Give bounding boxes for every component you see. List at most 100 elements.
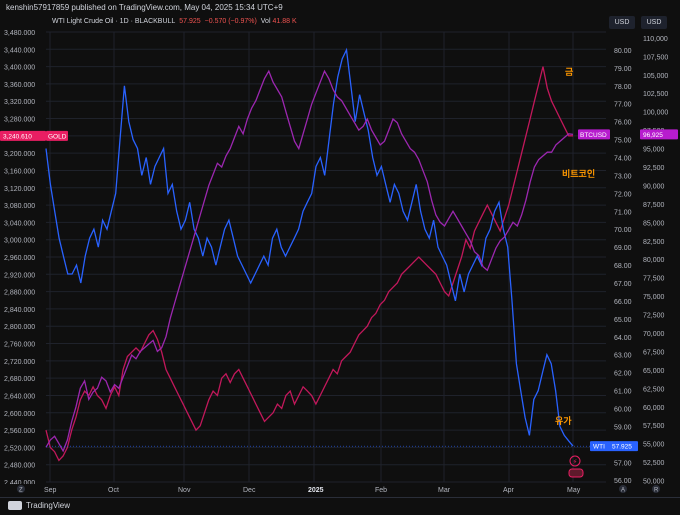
- btc-tick-label: 90,000: [643, 183, 665, 190]
- wti-symbol-label: WTI: [593, 444, 605, 451]
- gold-symbol-label: GOLD: [48, 133, 67, 140]
- btc-tick-label: 107,500: [643, 54, 668, 61]
- gold-tick-label: 3,400.000: [4, 65, 35, 72]
- publish-bar: kenshin57917859 published on TradingView…: [0, 0, 680, 14]
- wti-tick-label: 65.00: [614, 317, 632, 324]
- wti-tick-label: 71.00: [614, 209, 632, 216]
- wti-tick-label: 69.00: [614, 245, 632, 252]
- symbol-price: 57.925: [179, 18, 201, 25]
- gold-tick-label: 2,640.000: [4, 393, 35, 400]
- brand-label: TradingView: [26, 501, 71, 510]
- volume-value: 41.88 K: [272, 18, 297, 25]
- btc-currency-label[interactable]: USD: [641, 16, 667, 29]
- tradingview-logo[interactable]: TradingView: [8, 501, 71, 511]
- chart-grid: [46, 31, 606, 483]
- gold-tick-label: 2,560.000: [4, 428, 35, 435]
- btc-price-badge[interactable]: [640, 129, 678, 140]
- axis-button[interactable]: [619, 485, 627, 493]
- btc-tick-label: 67,500: [643, 349, 665, 356]
- gold-tick-label: 3,280.000: [4, 117, 35, 124]
- time-axis-bg: [0, 484, 680, 496]
- publish-text: kenshin57917859 published on TradingView…: [6, 3, 283, 12]
- gold-price-value: 3,240.610: [3, 133, 32, 140]
- annotation-label: 금: [565, 67, 574, 77]
- wti-tick-label: 61.00: [614, 389, 632, 396]
- btc-tick-label: 50,000: [643, 479, 665, 486]
- time-tick-label: Sep: [44, 487, 57, 494]
- symbol-legend[interactable]: WTI Light Crude Oil · 1D · BLACKBULL 57.…: [52, 18, 299, 25]
- symbol-change: −0.570 (−0.97%): [204, 18, 257, 25]
- gold-tick-label: 3,080.000: [4, 203, 35, 210]
- gold-tick-label: 3,360.000: [4, 82, 35, 89]
- axis-button[interactable]: [17, 485, 25, 493]
- btc-tick-label: 110,000: [643, 36, 668, 43]
- btc-tick-label: 87,500: [643, 202, 665, 209]
- wti-tick-label: 80.00: [614, 48, 632, 55]
- wti-tick-label: 72.00: [614, 191, 632, 198]
- btc-price-axis[interactable]: 110,000107,500105,000102,500100,00097,50…: [643, 36, 668, 486]
- wti-currency-label[interactable]: USD: [609, 16, 635, 29]
- lightning-icon[interactable]: [569, 455, 581, 467]
- btc-tick-label: 72,500: [643, 313, 665, 320]
- gold-tick-label: 2,720.000: [4, 359, 35, 366]
- time-axis[interactable]: Sep Oct Nov Dec 2025 Feb Mar Apr May Z A R: [0, 484, 680, 496]
- btc-tick-label: 92,500: [643, 165, 665, 172]
- axis-button[interactable]: [652, 485, 660, 493]
- wti-tick-label: 59.00: [614, 424, 632, 431]
- time-tick-label: Dec: [243, 487, 256, 494]
- btc-tick-label: 60,000: [643, 405, 665, 412]
- annotation-label: 유가: [555, 415, 572, 426]
- lightning-glyph: ⚡: [573, 458, 578, 466]
- btc-tick-label: 70,000: [643, 331, 665, 338]
- wti-tick-label: 68.00: [614, 263, 632, 270]
- gold-tick-label: 2,760.000: [4, 342, 35, 349]
- axis-button-label: Z: [19, 488, 23, 494]
- gold-tick-label: 2,800.000: [4, 324, 35, 331]
- time-tick-label: Feb: [375, 487, 387, 494]
- axis-button-label: A: [621, 488, 625, 494]
- btc-tick-label: 82,500: [643, 239, 665, 246]
- btc-symbol-badge[interactable]: [578, 129, 610, 140]
- btc-tick-label: 62,500: [643, 386, 665, 393]
- wti-tick-label: 63.00: [614, 353, 632, 360]
- btc-tick-label: 75,000: [643, 294, 665, 301]
- time-tick-label: Oct: [108, 487, 119, 494]
- btc-tick-label: 95,000: [643, 147, 665, 154]
- wti-tick-label: 67.00: [614, 281, 632, 288]
- btc-price-value: 96,925: [643, 132, 663, 139]
- time-tick-label: Mar: [438, 487, 451, 494]
- time-tick-label: Apr: [503, 487, 515, 494]
- btc-tick-label: 57,500: [643, 423, 665, 430]
- gold-price-axis[interactable]: 3,480.000 3,440.000 3,400.000 3,360.000 3,32…: [4, 30, 35, 487]
- wti-tick-label: 60.00: [614, 406, 632, 413]
- symbol-name: WTI Light Crude Oil · 1D · BLACKBULL: [52, 18, 176, 25]
- gold-tick-label: 3,440.000: [4, 47, 35, 54]
- gold-tick-label: 2,920.000: [4, 272, 35, 279]
- btc-tick-label: 55,000: [643, 442, 665, 449]
- btc-line: [45, 69, 574, 453]
- wti-tick-label: 57.00: [614, 460, 632, 467]
- gold-tick-label: 3,120.000: [4, 186, 35, 193]
- wti-tick-label: 79.00: [614, 66, 632, 73]
- gold-tick-label: 3,480.000: [4, 30, 35, 37]
- gold-tick-label: 2,600.000: [4, 411, 35, 418]
- wti-tick-label: 76.00: [614, 120, 632, 127]
- wti-price-badge[interactable]: [590, 441, 638, 452]
- gold-tick-label: 3,200.000: [4, 151, 35, 158]
- gold-tick-label: 2,520.000: [4, 445, 35, 452]
- wti-price-axis[interactable]: 80.00 79.00 78.00 77.00 76.00 75.00 74.00 73.00…: [614, 48, 632, 485]
- gold-price-badge[interactable]: [0, 130, 46, 141]
- btc-tick-label: 105,000: [643, 73, 668, 80]
- wti-price-value: 57.925: [612, 444, 632, 451]
- gold-line: [45, 66, 573, 462]
- volume-label: Vol: [260, 18, 271, 25]
- flag-icon[interactable]: [568, 468, 584, 478]
- btc-tick-label: 100,000: [643, 110, 668, 117]
- wti-tick-label: 75.00: [614, 138, 632, 145]
- time-tick-label: 2025: [308, 487, 324, 494]
- wti-line: [45, 47, 574, 447]
- wti-tick-label: 73.00: [614, 173, 632, 180]
- gold-tick-label: 3,040.000: [4, 220, 35, 227]
- gold-symbol-badge[interactable]: [46, 130, 68, 141]
